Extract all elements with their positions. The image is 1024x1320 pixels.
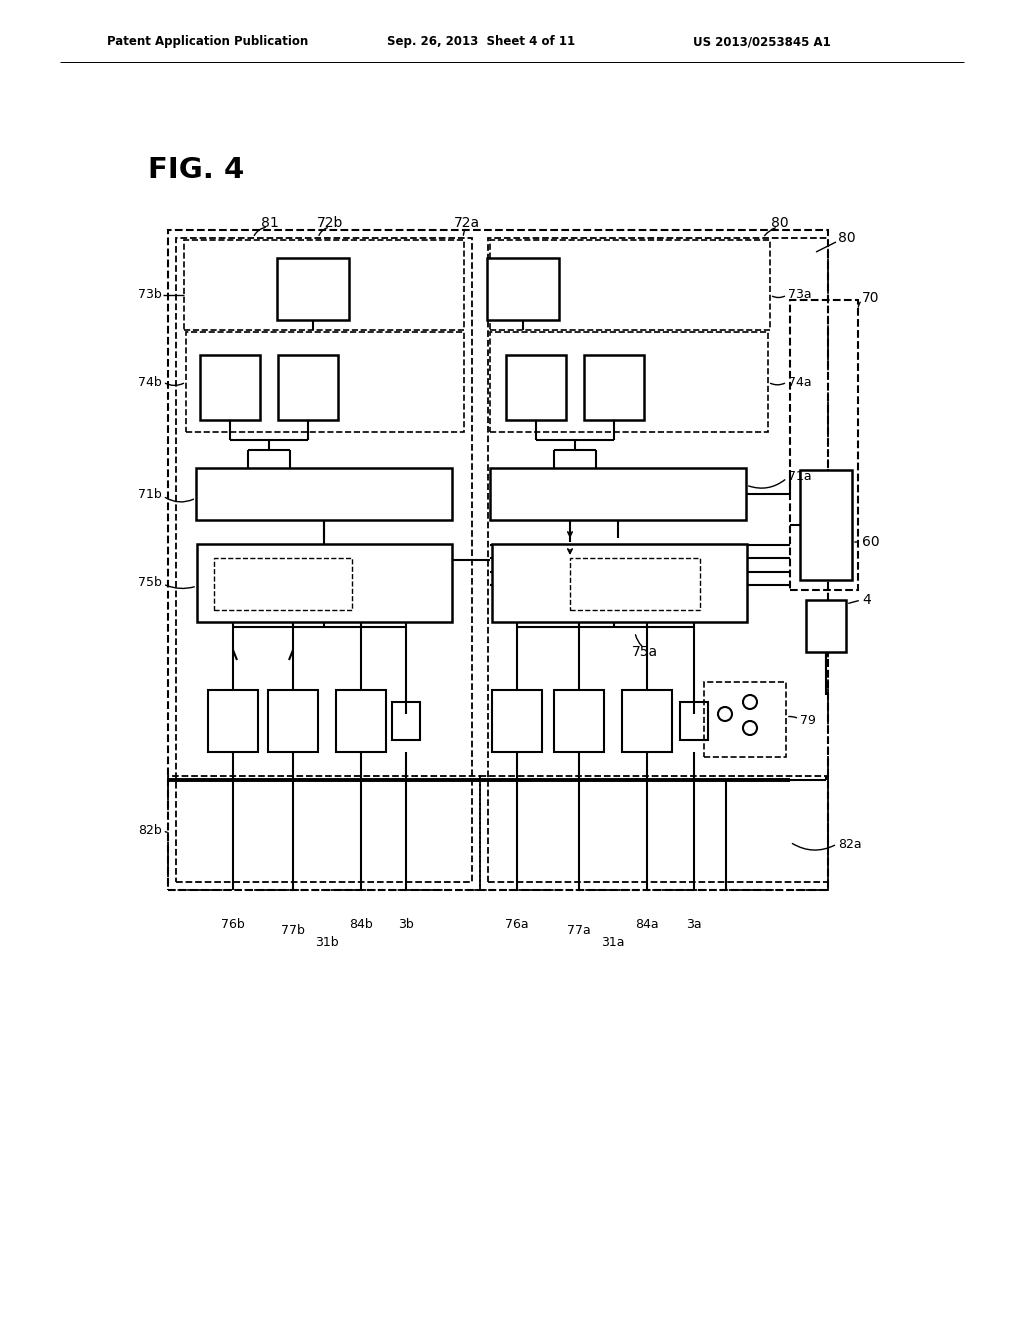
Bar: [487, 257, 559, 319]
Text: 31b: 31b: [315, 936, 339, 949]
Bar: [196, 469, 452, 520]
Bar: [168, 776, 480, 890]
Text: 79: 79: [800, 714, 816, 726]
Bar: [208, 690, 258, 752]
Bar: [197, 544, 452, 622]
Text: 81: 81: [261, 216, 279, 230]
Text: 82b: 82b: [138, 824, 162, 837]
Text: 74b: 74b: [138, 375, 162, 388]
Text: 84b: 84b: [349, 919, 373, 932]
Text: 80: 80: [838, 231, 856, 246]
Bar: [186, 333, 464, 432]
Text: 74a: 74a: [788, 375, 812, 388]
Text: US 2013/0253845 A1: US 2013/0253845 A1: [693, 36, 830, 49]
Bar: [570, 558, 700, 610]
Text: 73b: 73b: [138, 289, 162, 301]
Text: 3a: 3a: [686, 919, 701, 932]
Text: 3b: 3b: [398, 919, 414, 932]
Bar: [506, 355, 566, 420]
Text: 82a: 82a: [838, 838, 861, 851]
Bar: [480, 776, 828, 890]
Text: 77b: 77b: [281, 924, 305, 936]
Text: 72b: 72b: [316, 216, 343, 230]
Bar: [168, 230, 828, 890]
Text: Patent Application Publication: Patent Application Publication: [106, 36, 308, 49]
Bar: [336, 690, 386, 752]
Bar: [492, 690, 542, 752]
Text: 75a: 75a: [632, 645, 658, 659]
Bar: [554, 690, 604, 752]
Bar: [806, 601, 846, 652]
Bar: [490, 469, 746, 520]
Text: 70: 70: [862, 290, 880, 305]
Bar: [680, 702, 708, 741]
Bar: [176, 238, 472, 882]
Bar: [800, 470, 852, 579]
Text: 60: 60: [862, 535, 880, 549]
Text: 71b: 71b: [138, 488, 162, 502]
Bar: [392, 702, 420, 741]
Text: 71a: 71a: [788, 470, 812, 483]
Bar: [622, 690, 672, 752]
Bar: [268, 690, 318, 752]
Text: 84a: 84a: [635, 919, 658, 932]
Bar: [790, 300, 858, 590]
Bar: [492, 544, 746, 622]
Text: 76a: 76a: [505, 919, 528, 932]
Text: 77a: 77a: [567, 924, 591, 936]
Bar: [200, 355, 260, 420]
Text: 72a: 72a: [454, 216, 480, 230]
Text: FIG. 4: FIG. 4: [148, 156, 245, 183]
Text: 4: 4: [862, 593, 870, 607]
Bar: [705, 682, 786, 756]
Bar: [490, 240, 770, 330]
Text: Sep. 26, 2013  Sheet 4 of 11: Sep. 26, 2013 Sheet 4 of 11: [387, 36, 575, 49]
Text: 76b: 76b: [221, 919, 245, 932]
Bar: [488, 238, 828, 882]
Bar: [184, 240, 464, 330]
Text: 73a: 73a: [788, 289, 812, 301]
Text: 31a: 31a: [601, 936, 625, 949]
Text: 75b: 75b: [138, 577, 162, 590]
Bar: [214, 558, 352, 610]
Bar: [584, 355, 644, 420]
Bar: [278, 257, 349, 319]
Bar: [278, 355, 338, 420]
Bar: [490, 333, 768, 432]
Text: 80: 80: [771, 216, 788, 230]
